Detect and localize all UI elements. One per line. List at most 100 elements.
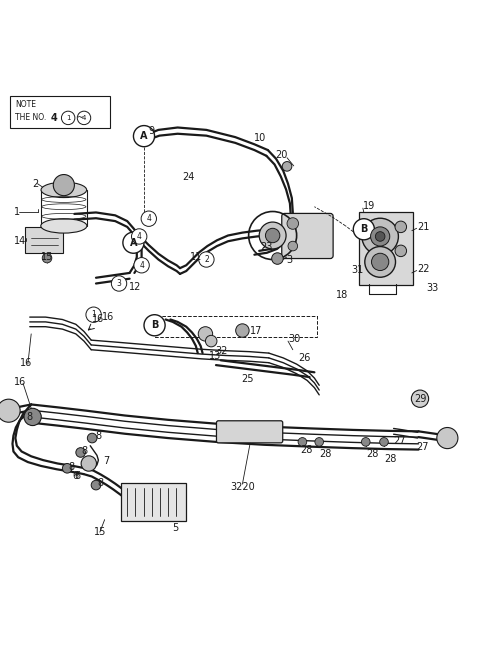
Ellipse shape bbox=[41, 219, 87, 233]
Text: 4: 4 bbox=[146, 214, 151, 223]
Text: 30: 30 bbox=[288, 333, 300, 343]
Circle shape bbox=[371, 227, 390, 246]
Text: 8: 8 bbox=[26, 412, 33, 422]
Text: 16: 16 bbox=[14, 377, 27, 387]
Circle shape bbox=[395, 221, 407, 233]
Text: 13: 13 bbox=[209, 351, 221, 361]
Circle shape bbox=[198, 327, 213, 341]
Circle shape bbox=[205, 335, 217, 347]
Text: THE NO.: THE NO. bbox=[15, 113, 47, 123]
Text: 20: 20 bbox=[275, 150, 288, 160]
Circle shape bbox=[315, 438, 324, 446]
Text: 27: 27 bbox=[394, 436, 406, 446]
Text: 2: 2 bbox=[204, 255, 209, 264]
Text: 24: 24 bbox=[182, 172, 195, 182]
Text: 16: 16 bbox=[102, 312, 115, 322]
Text: 3: 3 bbox=[287, 255, 293, 265]
Circle shape bbox=[62, 463, 72, 473]
Circle shape bbox=[61, 111, 75, 125]
Circle shape bbox=[437, 428, 458, 449]
Circle shape bbox=[28, 413, 37, 423]
Text: 4: 4 bbox=[50, 113, 57, 123]
Circle shape bbox=[287, 217, 299, 229]
Circle shape bbox=[86, 307, 101, 322]
Circle shape bbox=[362, 218, 398, 255]
Circle shape bbox=[353, 219, 374, 240]
Circle shape bbox=[259, 222, 286, 249]
Ellipse shape bbox=[41, 182, 86, 198]
Text: 10: 10 bbox=[254, 133, 267, 143]
Text: 17: 17 bbox=[250, 326, 262, 337]
Text: 8: 8 bbox=[97, 478, 103, 488]
Circle shape bbox=[53, 174, 74, 196]
Text: 8: 8 bbox=[68, 462, 74, 472]
Circle shape bbox=[77, 111, 91, 125]
Text: ~: ~ bbox=[76, 113, 83, 123]
Text: 3: 3 bbox=[117, 279, 121, 288]
Circle shape bbox=[144, 315, 165, 336]
Text: 4: 4 bbox=[82, 115, 86, 121]
Circle shape bbox=[236, 324, 249, 337]
Circle shape bbox=[141, 211, 156, 226]
Text: 25: 25 bbox=[241, 373, 253, 383]
Text: 4: 4 bbox=[137, 232, 142, 241]
FancyBboxPatch shape bbox=[282, 213, 333, 259]
Text: 29: 29 bbox=[414, 394, 426, 404]
Text: 33: 33 bbox=[426, 283, 439, 293]
Circle shape bbox=[81, 456, 96, 471]
Text: 12: 12 bbox=[129, 282, 141, 292]
Circle shape bbox=[395, 245, 407, 257]
Text: A: A bbox=[140, 131, 148, 141]
Text: 1: 1 bbox=[91, 310, 96, 319]
FancyBboxPatch shape bbox=[25, 227, 63, 253]
Text: 18: 18 bbox=[336, 290, 348, 300]
Circle shape bbox=[133, 125, 155, 147]
Text: 16: 16 bbox=[20, 358, 33, 368]
Circle shape bbox=[111, 276, 127, 291]
Text: 19: 19 bbox=[363, 201, 375, 211]
Circle shape bbox=[199, 252, 214, 267]
Circle shape bbox=[24, 408, 41, 426]
Circle shape bbox=[123, 232, 144, 253]
Text: NOTE: NOTE bbox=[15, 100, 36, 109]
Circle shape bbox=[272, 253, 283, 265]
Text: 1: 1 bbox=[66, 115, 71, 121]
Circle shape bbox=[375, 231, 385, 241]
FancyBboxPatch shape bbox=[216, 421, 283, 443]
Circle shape bbox=[282, 162, 292, 171]
Circle shape bbox=[132, 229, 147, 244]
Text: 26: 26 bbox=[299, 353, 311, 363]
Text: 2: 2 bbox=[33, 178, 39, 189]
Circle shape bbox=[380, 438, 388, 446]
FancyBboxPatch shape bbox=[359, 212, 413, 285]
Text: 3220: 3220 bbox=[230, 483, 255, 493]
Text: 5: 5 bbox=[172, 523, 178, 533]
Text: 6: 6 bbox=[72, 471, 78, 481]
Text: 31: 31 bbox=[351, 265, 364, 275]
Text: 14: 14 bbox=[14, 236, 27, 246]
Text: 1: 1 bbox=[14, 208, 21, 217]
Text: 21: 21 bbox=[418, 222, 430, 232]
Text: 28: 28 bbox=[319, 450, 332, 459]
Text: A: A bbox=[130, 238, 137, 248]
Circle shape bbox=[298, 438, 307, 446]
Circle shape bbox=[265, 228, 280, 243]
Circle shape bbox=[0, 399, 20, 422]
Circle shape bbox=[411, 390, 429, 407]
Circle shape bbox=[76, 448, 85, 457]
Text: 9: 9 bbox=[149, 126, 155, 136]
Circle shape bbox=[365, 247, 396, 277]
Circle shape bbox=[361, 438, 370, 446]
Circle shape bbox=[372, 253, 389, 271]
Text: 4: 4 bbox=[139, 261, 144, 270]
Text: 15: 15 bbox=[41, 252, 53, 262]
Text: 32: 32 bbox=[215, 345, 228, 356]
Text: 28: 28 bbox=[300, 445, 312, 455]
Text: B: B bbox=[360, 224, 368, 234]
Text: 22: 22 bbox=[418, 264, 430, 274]
Text: 7: 7 bbox=[103, 456, 109, 466]
Circle shape bbox=[91, 480, 101, 490]
Text: 8: 8 bbox=[95, 431, 101, 441]
Text: 6: 6 bbox=[74, 471, 81, 481]
Circle shape bbox=[288, 241, 298, 251]
